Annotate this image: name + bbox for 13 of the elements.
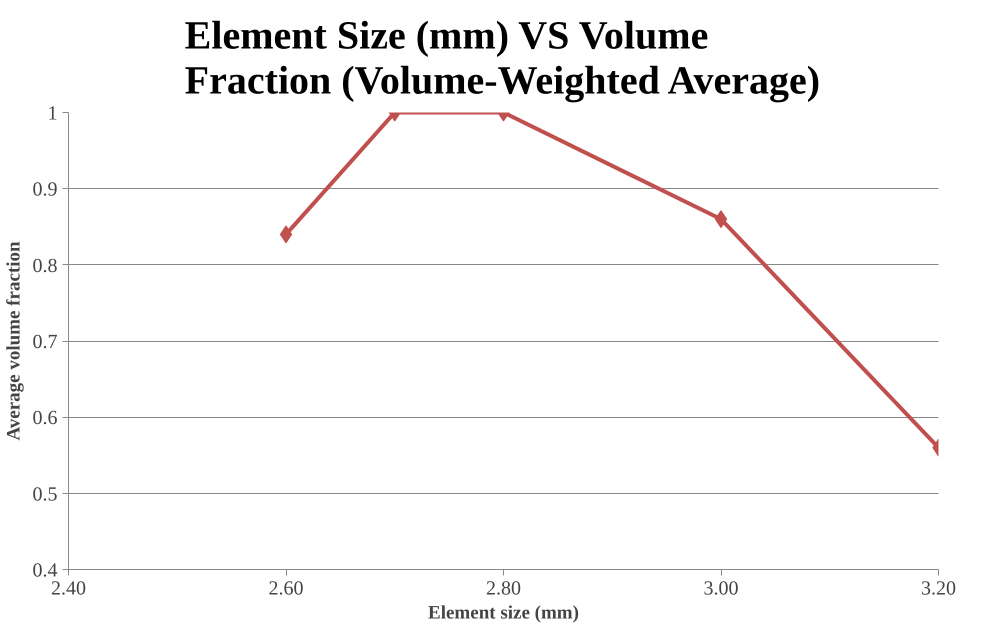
- x-tick-label: 2.80: [486, 578, 521, 600]
- chart-title: Element Size (mm) VS Volume Fraction (Volume-Weighted Average): [184, 12, 820, 102]
- y-tick-label: 0.7: [32, 331, 58, 353]
- y-tick-label: 0.5: [32, 483, 58, 506]
- x-axis-title: Element size (mm): [428, 602, 579, 624]
- x-tick-label: 3.00: [704, 578, 738, 600]
- y-tick-label: 0.6: [32, 407, 58, 430]
- y-axis-title: Average volume fraction: [4, 241, 24, 441]
- x-tick-label: 3.20: [921, 578, 956, 600]
- x-tick-label: 2.60: [268, 578, 304, 600]
- y-tick-label: 0.9: [32, 178, 58, 201]
- y-tick-label: 0.8: [32, 254, 58, 277]
- y-tick-label: 1: [48, 102, 58, 124]
